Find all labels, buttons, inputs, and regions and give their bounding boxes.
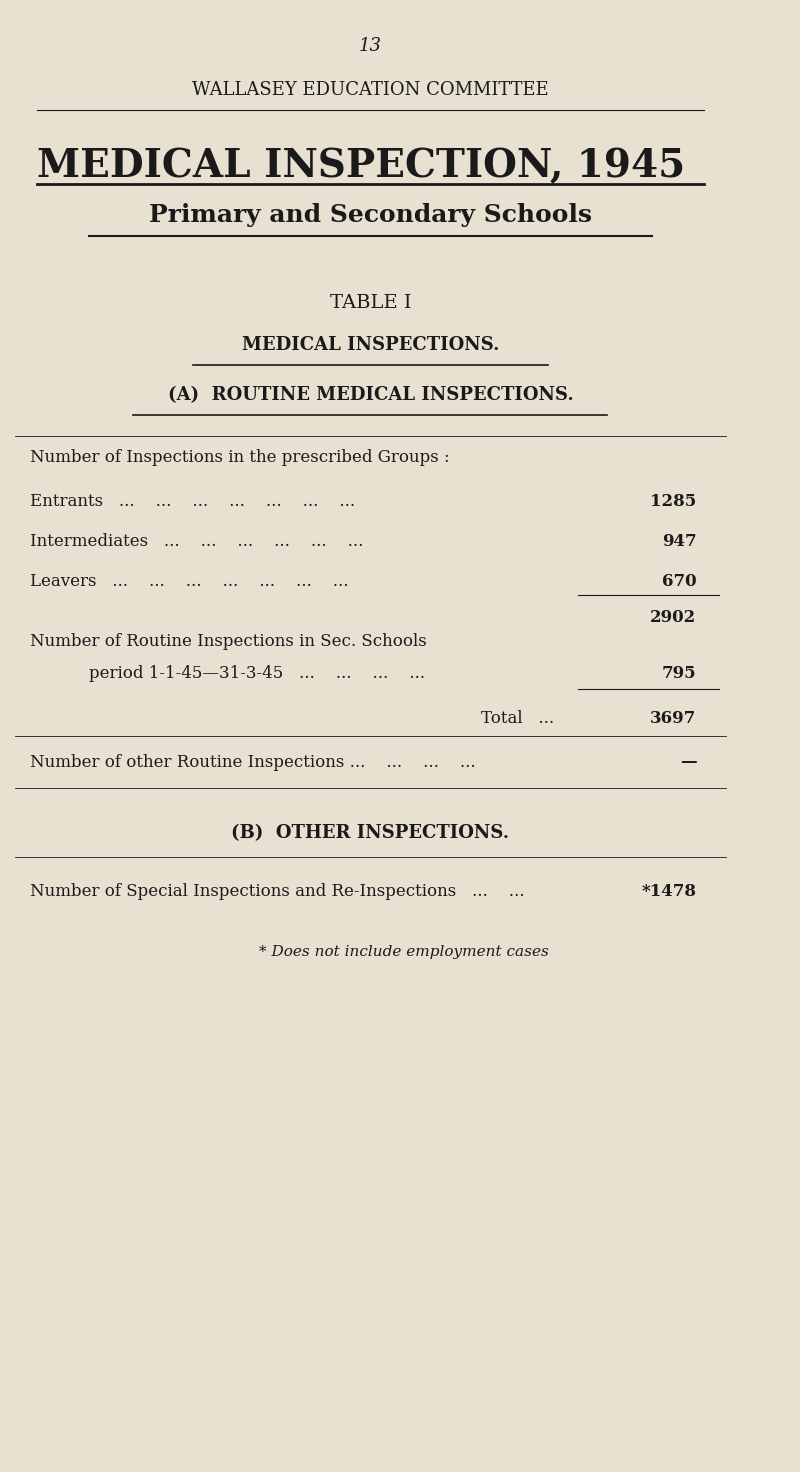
- Text: Leavers   ...    ...    ...    ...    ...    ...    ...: Leavers ... ... ... ... ... ... ...: [30, 573, 348, 590]
- Text: MEDICAL INSPECTION, 1945: MEDICAL INSPECTION, 1945: [37, 147, 686, 185]
- Text: Number of Routine Inspections in Sec. Schools: Number of Routine Inspections in Sec. Sc…: [30, 633, 426, 651]
- Text: TABLE I: TABLE I: [330, 294, 411, 312]
- Text: 947: 947: [662, 533, 696, 551]
- Text: WALLASEY EDUCATION COMMITTEE: WALLASEY EDUCATION COMMITTEE: [192, 81, 549, 99]
- Text: 13: 13: [359, 37, 382, 54]
- Text: Total   ...: Total ...: [482, 710, 554, 727]
- Text: Number of Special Inspections and Re-Inspections   ...    ...: Number of Special Inspections and Re-Ins…: [30, 883, 524, 901]
- Text: Intermediates   ...    ...    ...    ...    ...    ...: Intermediates ... ... ... ... ... ...: [30, 533, 363, 551]
- Text: (B)  OTHER INSPECTIONS.: (B) OTHER INSPECTIONS.: [231, 824, 510, 842]
- Text: period 1-1-45—31-3-45   ...    ...    ...    ...: period 1-1-45—31-3-45 ... ... ... ...: [89, 665, 425, 683]
- Text: Number of Inspections in the prescribed Groups :: Number of Inspections in the prescribed …: [30, 449, 450, 467]
- Text: * Does not include employment cases: * Does not include employment cases: [259, 945, 549, 960]
- Text: 1285: 1285: [650, 493, 696, 511]
- Text: *1478: *1478: [642, 883, 696, 901]
- Text: (A)  ROUTINE MEDICAL INSPECTIONS.: (A) ROUTINE MEDICAL INSPECTIONS.: [167, 386, 574, 403]
- Text: Primary and Secondary Schools: Primary and Secondary Schools: [149, 203, 592, 227]
- Text: 2902: 2902: [650, 609, 696, 627]
- Text: —: —: [680, 754, 696, 771]
- Text: 795: 795: [662, 665, 696, 683]
- Text: Entrants   ...    ...    ...    ...    ...    ...    ...: Entrants ... ... ... ... ... ... ...: [30, 493, 354, 511]
- Text: MEDICAL INSPECTIONS.: MEDICAL INSPECTIONS.: [242, 336, 499, 353]
- Text: 3697: 3697: [650, 710, 696, 727]
- Text: Number of other Routine Inspections ...    ...    ...    ...: Number of other Routine Inspections ... …: [30, 754, 475, 771]
- Text: 670: 670: [662, 573, 696, 590]
